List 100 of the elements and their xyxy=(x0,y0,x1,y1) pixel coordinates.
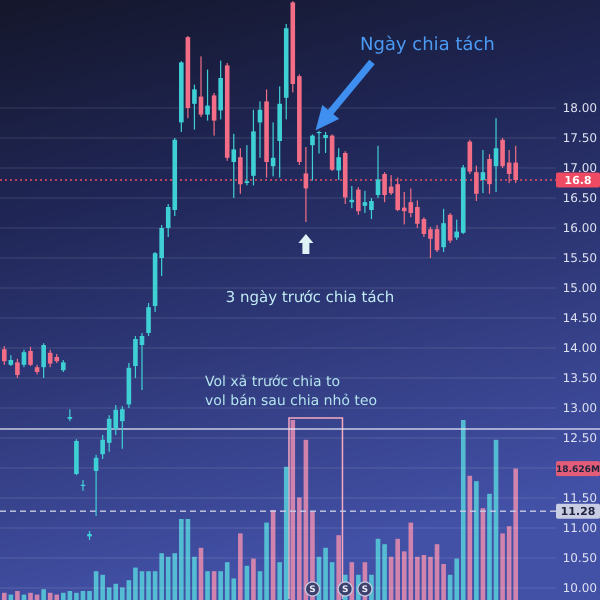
bar xyxy=(277,562,282,600)
candlestick xyxy=(68,408,72,422)
y-tick-label: 16.00 xyxy=(562,221,597,236)
bar xyxy=(474,481,479,600)
bar xyxy=(500,533,505,600)
candlestick xyxy=(166,203,171,238)
candlestick xyxy=(402,191,407,225)
bar xyxy=(258,571,262,600)
bar xyxy=(198,548,204,600)
candlestick xyxy=(80,479,86,492)
annotation: S xyxy=(342,585,348,596)
annotation: Vol xả trước chia to xyxy=(205,374,340,390)
bar xyxy=(94,571,98,600)
y-tick-label: 18.00 xyxy=(562,101,597,116)
annotation: vol bán sau chia nhỏ teo xyxy=(205,393,378,409)
bar xyxy=(192,556,197,600)
bar xyxy=(284,466,289,600)
bar xyxy=(74,592,79,600)
candlestick xyxy=(48,349,52,368)
candlestick xyxy=(376,145,380,199)
bar xyxy=(454,558,459,600)
y-tick-label: 11.50 xyxy=(562,491,597,506)
candlestick xyxy=(244,144,250,186)
bar xyxy=(408,522,414,600)
candlestick xyxy=(356,186,361,216)
candlestick xyxy=(22,349,26,368)
candlestick xyxy=(15,358,20,379)
candlestick xyxy=(441,208,446,253)
bar xyxy=(22,594,26,600)
candlestick xyxy=(192,84,197,130)
candlestick xyxy=(310,134,315,182)
candlestick xyxy=(454,219,459,241)
bar xyxy=(100,574,105,600)
candlestick xyxy=(382,172,387,203)
bar xyxy=(41,589,46,600)
bar xyxy=(2,592,7,600)
candlestick xyxy=(113,404,118,436)
candlestick xyxy=(388,174,394,196)
candlestick xyxy=(198,56,204,118)
bar xyxy=(480,508,486,600)
candlestick xyxy=(120,406,125,450)
candlestick xyxy=(258,100,262,158)
y-tick-label: 17.00 xyxy=(562,161,597,176)
bar xyxy=(270,510,276,600)
bar xyxy=(513,468,518,600)
y-tick-label: 10.50 xyxy=(562,551,597,566)
annotation: S xyxy=(362,585,368,596)
candlestick xyxy=(231,133,236,199)
bar xyxy=(68,591,72,600)
ref-line-label: 16.8 xyxy=(564,174,592,187)
bar xyxy=(468,476,472,600)
candlestick xyxy=(34,364,40,375)
bar xyxy=(441,564,446,600)
candlestick xyxy=(362,190,368,214)
bar xyxy=(297,497,302,600)
y-tick-label: 16.50 xyxy=(562,191,597,206)
bar xyxy=(238,533,243,600)
bar xyxy=(34,594,40,600)
candlestick xyxy=(8,354,14,367)
candlestick xyxy=(2,346,7,366)
bar xyxy=(506,526,512,600)
bar xyxy=(113,584,118,600)
bar xyxy=(264,522,269,600)
y-tick-label: 15.50 xyxy=(562,251,597,266)
candlestick xyxy=(106,414,112,452)
bar xyxy=(323,548,328,600)
bar xyxy=(133,568,138,600)
candlestick xyxy=(408,188,414,218)
bar xyxy=(212,571,216,600)
y-tick-label: 17.50 xyxy=(562,131,597,146)
candlestick xyxy=(336,148,341,181)
y-tick-label: 13.50 xyxy=(562,371,597,386)
bar xyxy=(179,519,184,600)
bar xyxy=(159,553,164,600)
bar xyxy=(61,592,66,600)
candlestick xyxy=(323,131,328,154)
bar xyxy=(290,420,296,600)
bar xyxy=(186,519,190,600)
bar xyxy=(166,556,171,600)
bar xyxy=(231,578,236,600)
candlestick xyxy=(100,434,105,460)
bar xyxy=(415,556,420,600)
bar xyxy=(54,594,60,600)
y-tick-label: 13.00 xyxy=(562,401,597,416)
text: 18.626M xyxy=(556,464,600,475)
candlestick xyxy=(205,69,210,122)
candlestick xyxy=(494,118,498,193)
bar xyxy=(205,571,210,600)
y-tick-label: 14.50 xyxy=(562,311,597,326)
candlestick xyxy=(28,346,33,367)
bar xyxy=(15,591,20,600)
bar xyxy=(251,558,256,600)
candlestick xyxy=(480,149,486,194)
ref-line-label: 11.28 xyxy=(560,505,596,518)
bar xyxy=(48,592,52,600)
y-tick-label: 12.50 xyxy=(562,431,597,446)
candlestick xyxy=(474,165,479,202)
bar xyxy=(106,587,112,600)
candlestick xyxy=(513,145,518,184)
bar xyxy=(388,556,394,600)
